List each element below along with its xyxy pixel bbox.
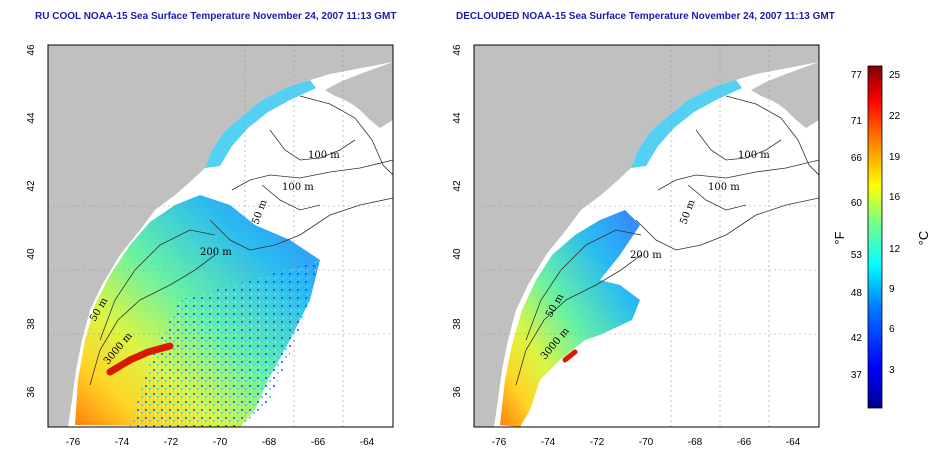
y-tick: 38 <box>452 318 463 330</box>
contour-label-100m-b: 100 m <box>708 182 740 193</box>
celsius-tick: 25 <box>889 70 901 81</box>
coastal-cool-band <box>631 80 742 168</box>
nova-scotia-land <box>751 62 819 128</box>
x-tick: -64 <box>360 437 375 448</box>
nova-scotia-land <box>325 62 393 128</box>
fahrenheit-tick: 71 <box>851 116 863 127</box>
x-tick: -72 <box>164 437 179 448</box>
celsius-label: °C <box>916 231 931 246</box>
gulf-stream-warm <box>106 342 174 376</box>
x-tick: -72 <box>590 437 605 448</box>
celsius-tick: 9 <box>889 284 895 295</box>
celsius-tick: 3 <box>889 365 895 376</box>
fahrenheit-tick: 48 <box>851 288 863 299</box>
x-tick: -74 <box>541 437 556 448</box>
y-tick: 36 <box>452 386 463 398</box>
left-map-frame <box>47 44 394 428</box>
contour-label-100m-b: 100 m <box>282 182 314 193</box>
celsius-tick: 12 <box>889 244 901 255</box>
sst-decloud-region <box>500 210 640 427</box>
left-map: 100 m 100 m 50 m 200 m 50 m 3000 m <box>48 45 393 427</box>
contour-label-200m: 200 m <box>200 247 232 258</box>
right-panel-title: DECLOUDED NOAA-15 Sea Surface Temperatur… <box>456 11 835 22</box>
fahrenheit-tick: 37 <box>851 370 863 381</box>
contour-label-200m: 200 m <box>630 250 662 261</box>
y-tick: 42 <box>26 180 37 192</box>
land-mass <box>48 45 393 427</box>
y-tick: 36 <box>26 386 37 398</box>
fahrenheit-tick: 42 <box>851 333 863 344</box>
x-tick: -76 <box>492 437 507 448</box>
left-y-axis: 46 44 42 40 38 36 <box>26 44 37 398</box>
y-tick: 40 <box>26 248 37 260</box>
y-tick: 46 <box>26 44 37 56</box>
y-tick: 46 <box>452 44 463 56</box>
y-tick: 44 <box>26 112 37 124</box>
land-mass <box>474 45 819 427</box>
celsius-tick: 6 <box>889 324 895 335</box>
colorbar-gradient <box>867 65 883 409</box>
fahrenheit-label: °F <box>832 231 847 244</box>
x-tick: -74 <box>115 437 130 448</box>
x-tick: -70 <box>213 437 228 448</box>
x-tick: -68 <box>688 437 703 448</box>
celsius-tick: 16 <box>889 192 901 203</box>
contour-label-100m-a: 100 m <box>738 150 770 161</box>
x-tick: -68 <box>262 437 277 448</box>
x-tick: -70 <box>639 437 654 448</box>
celsius-tick: 22 <box>889 111 901 122</box>
y-tick: 38 <box>26 318 37 330</box>
x-tick: -76 <box>66 437 81 448</box>
y-tick: 40 <box>452 248 463 260</box>
fahrenheit-tick: 60 <box>851 198 863 209</box>
celsius-tick: 19 <box>889 152 901 163</box>
right-map: 100 m 100 m 50 m 200 m 50 m 3000 m <box>474 45 819 427</box>
right-map-frame <box>473 44 820 428</box>
fahrenheit-tick: 53 <box>851 250 863 261</box>
x-tick: -64 <box>786 437 801 448</box>
right-x-axis: -76 -74 -72 -70 -68 -66 -64 <box>492 437 801 448</box>
left-panel-title: RU COOL NOAA-15 Sea Surface Temperature … <box>35 11 397 22</box>
right-y-axis: 46 44 42 40 38 36 <box>452 44 463 398</box>
x-tick: -66 <box>311 437 326 448</box>
y-tick: 44 <box>452 112 463 124</box>
fahrenheit-tick: 66 <box>851 153 863 164</box>
fahrenheit-tick: 77 <box>851 70 863 81</box>
left-x-axis: -76 -74 -72 -70 -68 -66 -64 <box>66 437 375 448</box>
coastal-cool-band <box>205 80 316 168</box>
gulf-stream-warm <box>562 349 578 363</box>
colorbar: 77 71 66 60 53 48 42 37 25 22 19 16 12 9… <box>832 65 931 409</box>
y-tick: 42 <box>452 180 463 192</box>
sst-speckle <box>130 260 320 427</box>
contour-label-100m-a: 100 m <box>308 150 340 161</box>
bathymetry-contours <box>89 95 393 386</box>
x-tick: -66 <box>737 437 752 448</box>
